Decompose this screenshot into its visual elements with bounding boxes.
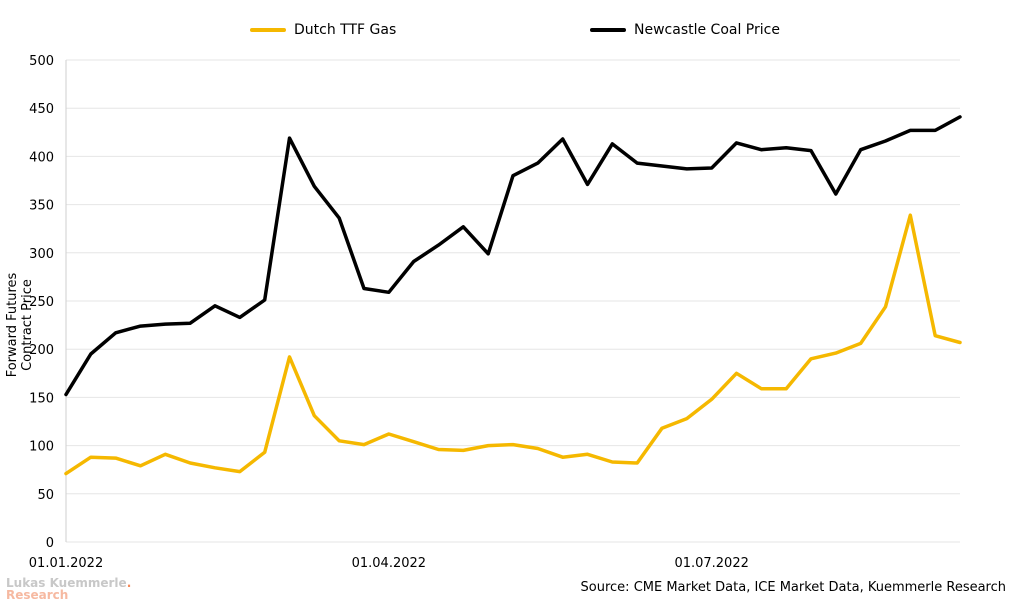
source-note: Source: CME Market Data, ICE Market Data…: [580, 580, 1006, 595]
gridlines: [65, 59, 960, 543]
logo-line1: Lukas Kuemmerle: [6, 576, 127, 590]
y-tick-label: 100: [29, 440, 54, 455]
y-tick-label: 150: [29, 391, 54, 406]
y-tick-label: 450: [29, 102, 54, 117]
y-tick-label: 0: [46, 536, 54, 551]
x-tick-label: 01.07.2022: [674, 556, 748, 571]
legend-swatch-coal: [590, 28, 626, 32]
brand-logo: Lukas Kuemmerle. Research: [6, 576, 132, 602]
x-tick-labels: 01.01.2022 01.04.2022 01.07.2022: [29, 556, 749, 571]
y-tick-label: 300: [29, 247, 54, 262]
series-line-newcastle-coal: [64, 115, 962, 397]
legend-item-gas[interactable]: Dutch TTF Gas: [250, 22, 396, 38]
legend: Dutch TTF Gas Newcastle Coal Price: [0, 22, 1024, 42]
y-tick-label: 50: [37, 488, 54, 503]
x-tick-label: 01.01.2022: [29, 556, 103, 571]
legend-swatch-gas: [250, 28, 286, 32]
y-tick-label: 200: [29, 343, 54, 358]
legend-item-coal[interactable]: Newcastle Coal Price: [590, 22, 780, 38]
y-tick-label: 350: [29, 199, 54, 214]
legend-label-gas: Dutch TTF Gas: [294, 22, 397, 38]
legend-label-coal: Newcastle Coal Price: [634, 22, 780, 38]
y-axis-label: Forward Futures Contract Price: [5, 272, 35, 378]
y-tick-label: 250: [29, 295, 54, 310]
y-tick-label: 400: [29, 150, 54, 165]
series-lines: [64, 115, 962, 476]
logo-line2: Research: [6, 588, 69, 602]
y-tick-labels: 0 50 100 150 200 250 300 350 400 450 500: [29, 54, 54, 551]
x-tick-label: 01.04.2022: [352, 556, 426, 571]
y-tick-label: 500: [29, 54, 54, 69]
series-line-dutch-ttf-gas: [64, 213, 962, 476]
